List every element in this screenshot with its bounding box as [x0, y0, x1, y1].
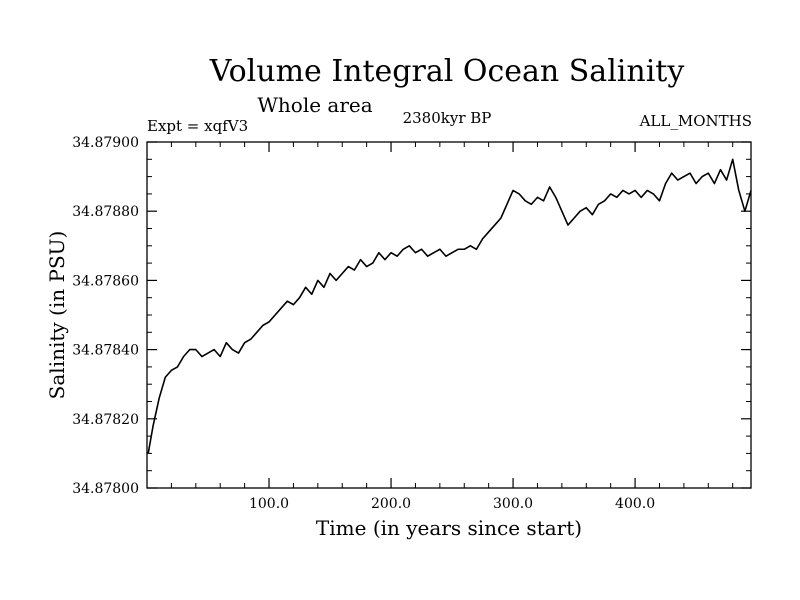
x-tick-label-2: 300.0	[493, 496, 533, 512]
x-tick-label-3: 400.0	[615, 496, 655, 512]
y-tick-label-0: 34.87800	[72, 481, 139, 497]
y-tick-label-2: 34.87840	[72, 343, 139, 359]
y-tick-label-5: 34.87900	[72, 135, 139, 151]
y-ticks: 34.87800 34.87820 34.87840 34.87860 34.87880…	[72, 135, 751, 497]
x-tick-label-0: 100.0	[249, 496, 289, 512]
y-axis-label: Salinity (in PSU)	[45, 231, 69, 400]
salinity-series-line	[147, 158, 752, 454]
x-ticks: 100.0 200.0 300.0 400.0	[170, 142, 734, 512]
months-label: ALL_MONTHS	[639, 112, 752, 130]
y-tick-label-1: 34.87820	[72, 412, 139, 428]
expt-label: Expt = xqfV3	[147, 117, 248, 135]
y-tick-label-4: 34.87880	[72, 204, 139, 220]
x-tick-label-1: 200.0	[371, 496, 411, 512]
y-tick-label-3: 34.87860	[72, 273, 139, 289]
plot-frame	[146, 141, 752, 489]
x-axis-label: Time (in years since start)	[316, 516, 582, 540]
chart-title: Volume Integral Ocean Salinity	[209, 54, 685, 89]
chart-subtitle: Whole area	[257, 93, 372, 117]
period-label: 2380kyr BP	[403, 109, 492, 127]
